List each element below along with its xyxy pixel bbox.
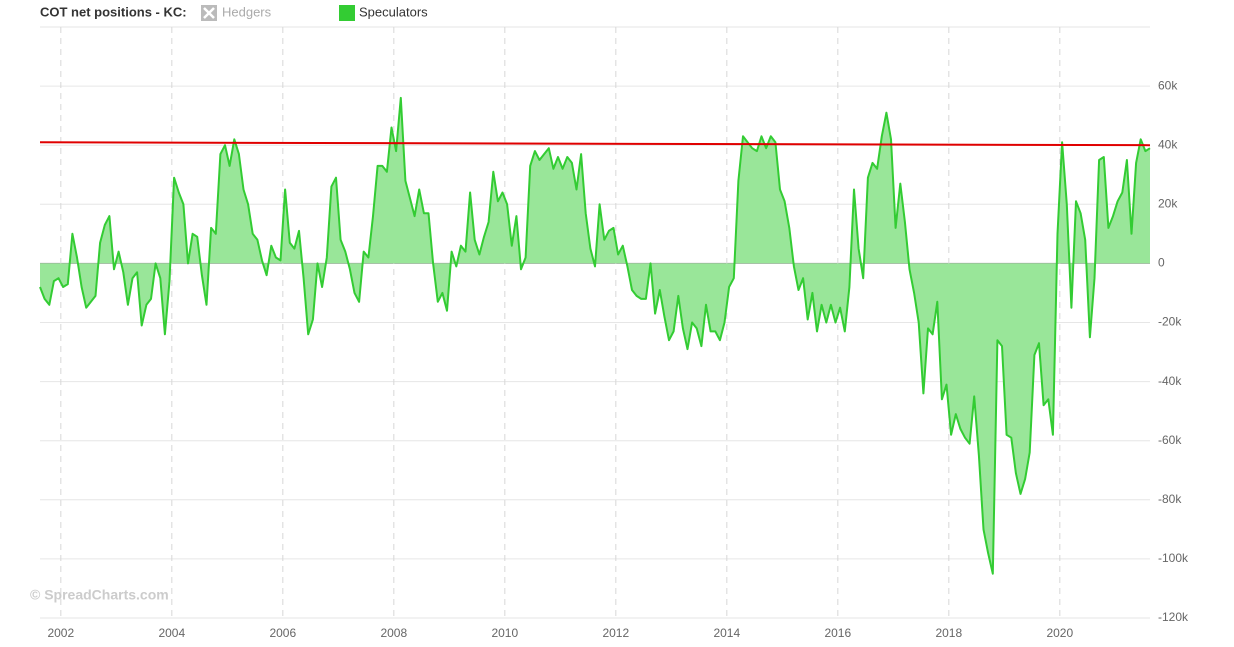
x-tick-label: 2006 [269, 626, 296, 640]
y-tick-label: -20k [1158, 315, 1182, 329]
x-tick-label: 2018 [935, 626, 962, 640]
reference-line [39, 141, 1151, 147]
legend-swatch [339, 5, 355, 21]
legend-hedgers[interactable]: Hedgers [201, 4, 272, 21]
y-tick-label: 0 [1158, 256, 1165, 270]
y-tick-label: 20k [1158, 196, 1178, 210]
y-tick-label: -120k [1158, 610, 1189, 624]
y-tick-label: -80k [1158, 492, 1182, 506]
legend-speculators[interactable]: Speculators [339, 4, 428, 21]
y-tick-label: -40k [1158, 374, 1182, 388]
x-tick-label: 2004 [158, 626, 185, 640]
y-tick-label: -100k [1158, 551, 1189, 565]
x-tick-label: 2014 [713, 626, 740, 640]
y-tick-label: 40k [1158, 137, 1178, 151]
y-tick-label: -60k [1158, 433, 1182, 447]
area [40, 97, 1150, 574]
x-tick-label: 2002 [47, 626, 74, 640]
legend-label: Hedgers [222, 4, 272, 19]
watermark: © SpreadCharts.com [30, 587, 169, 603]
chart-title: COT net positions - KC: [40, 4, 187, 19]
y-tick-label: 60k [1158, 78, 1178, 92]
x-tick-label: 2020 [1046, 626, 1073, 640]
x-tick-label: 2008 [380, 626, 407, 640]
x-tick-label: 2010 [491, 626, 518, 640]
line [39, 96, 1151, 575]
legend-icon [203, 7, 215, 19]
x-tick-label: 2012 [602, 626, 629, 640]
legend-label: Speculators [359, 4, 428, 19]
x-tick-label: 2016 [824, 626, 851, 640]
